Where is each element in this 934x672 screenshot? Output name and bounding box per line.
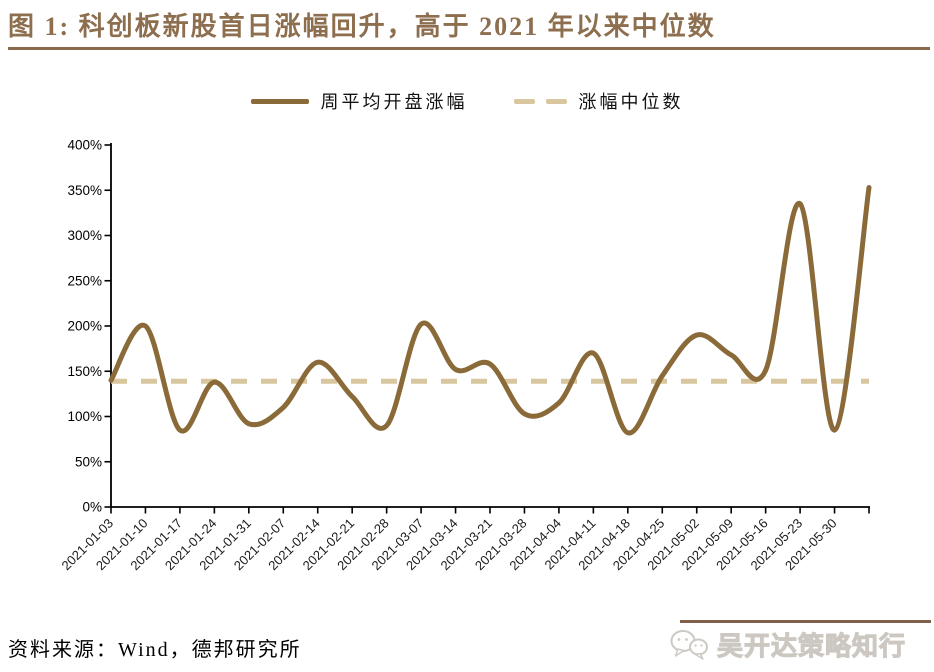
y-axis-label: 150% — [67, 364, 102, 379]
y-axis-label: 250% — [67, 273, 102, 288]
solid-line-swatch-icon — [250, 98, 309, 104]
legend-item-median: 涨幅中位数 — [513, 88, 684, 114]
line-chart: 0%50%100%150%200%250%300%350%400%2021-01… — [58, 138, 872, 573]
y-axis-label: 0% — [82, 500, 102, 515]
y-axis-label: 350% — [67, 183, 102, 198]
watermark-divider — [680, 620, 931, 623]
weekly-avg-line — [108, 185, 872, 436]
data-source-note: 资料来源：Wind，德邦研究所 — [8, 639, 302, 661]
watermark-text: 吴开达策略知行 — [716, 632, 906, 662]
figure-title: 图 1: 科创板新股首日涨幅回升，高于 2021 年以来中位数 — [8, 12, 716, 41]
y-axis-label: 300% — [67, 228, 102, 243]
watermark: 吴开达策略知行 — [669, 626, 906, 663]
y-axis-label: 200% — [67, 319, 102, 334]
y-axis-label: 400% — [67, 138, 102, 153]
title-divider — [8, 47, 930, 50]
legend-label-weekly-avg: 周平均开盘涨幅 — [320, 92, 468, 112]
axis-lines — [110, 143, 870, 508]
chart-legend: 周平均开盘涨幅 涨幅中位数 — [0, 86, 934, 116]
legend-item-weekly-avg: 周平均开盘涨幅 — [250, 88, 468, 114]
dashed-line-swatch-icon — [513, 98, 567, 104]
y-axis-label: 100% — [67, 409, 102, 424]
y-axis-label: 50% — [75, 454, 102, 469]
legend-label-median: 涨幅中位数 — [578, 92, 684, 112]
wechat-icon — [670, 629, 708, 660]
